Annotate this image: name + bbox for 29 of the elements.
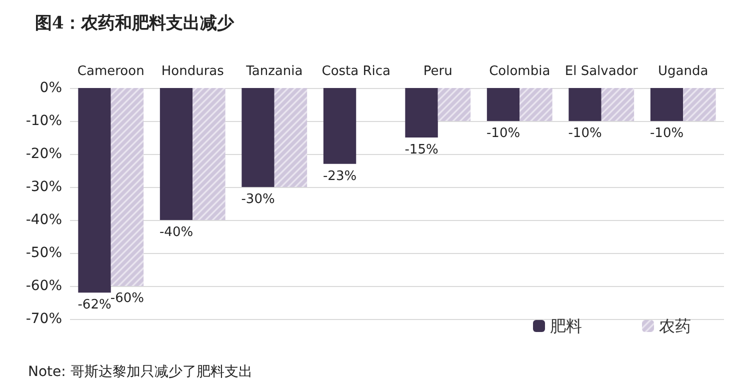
data-label: -60% [110, 291, 144, 306]
data-label: -23% [322, 168, 357, 184]
x-tick-label: Tanzania [245, 64, 303, 79]
data-label: -40% [159, 225, 194, 240]
data-label: -62% [78, 298, 112, 313]
y-tick-label: -20% [26, 146, 62, 162]
x-tick-label: El Salvador [564, 64, 639, 79]
y-tick-label: -10% [26, 113, 62, 129]
y-tick-label: -40% [26, 212, 62, 228]
data-label: -15% [404, 142, 438, 158]
chart-title: 图4：农药和肥料支出减少 [35, 14, 235, 34]
x-tick-label: Colombia [489, 64, 550, 79]
legend-label: 肥料 [550, 316, 582, 336]
x-tick-label: Honduras [161, 64, 224, 79]
y-tick-label: -30% [26, 179, 62, 195]
text: Note: 哥斯达黎加只减少了肥料支出 [28, 364, 252, 380]
data-label: -10% [650, 126, 684, 141]
x-tick-label: Peru [423, 64, 452, 79]
data-label: -10% [568, 126, 602, 141]
x-tick-label: Costa Rica [322, 64, 391, 79]
data-label: -10% [486, 126, 520, 141]
x-tick-label: Uganda [658, 64, 708, 79]
data-label: -30% [241, 192, 275, 207]
y-tick-label: -70% [26, 311, 62, 327]
y-tick-label: 0% [40, 80, 62, 96]
legend-label: 农药 [659, 316, 691, 336]
y-tick-label: -50% [26, 245, 62, 261]
y-tick-label: -60% [26, 278, 62, 294]
x-tick-label: Cameroon [77, 64, 144, 79]
